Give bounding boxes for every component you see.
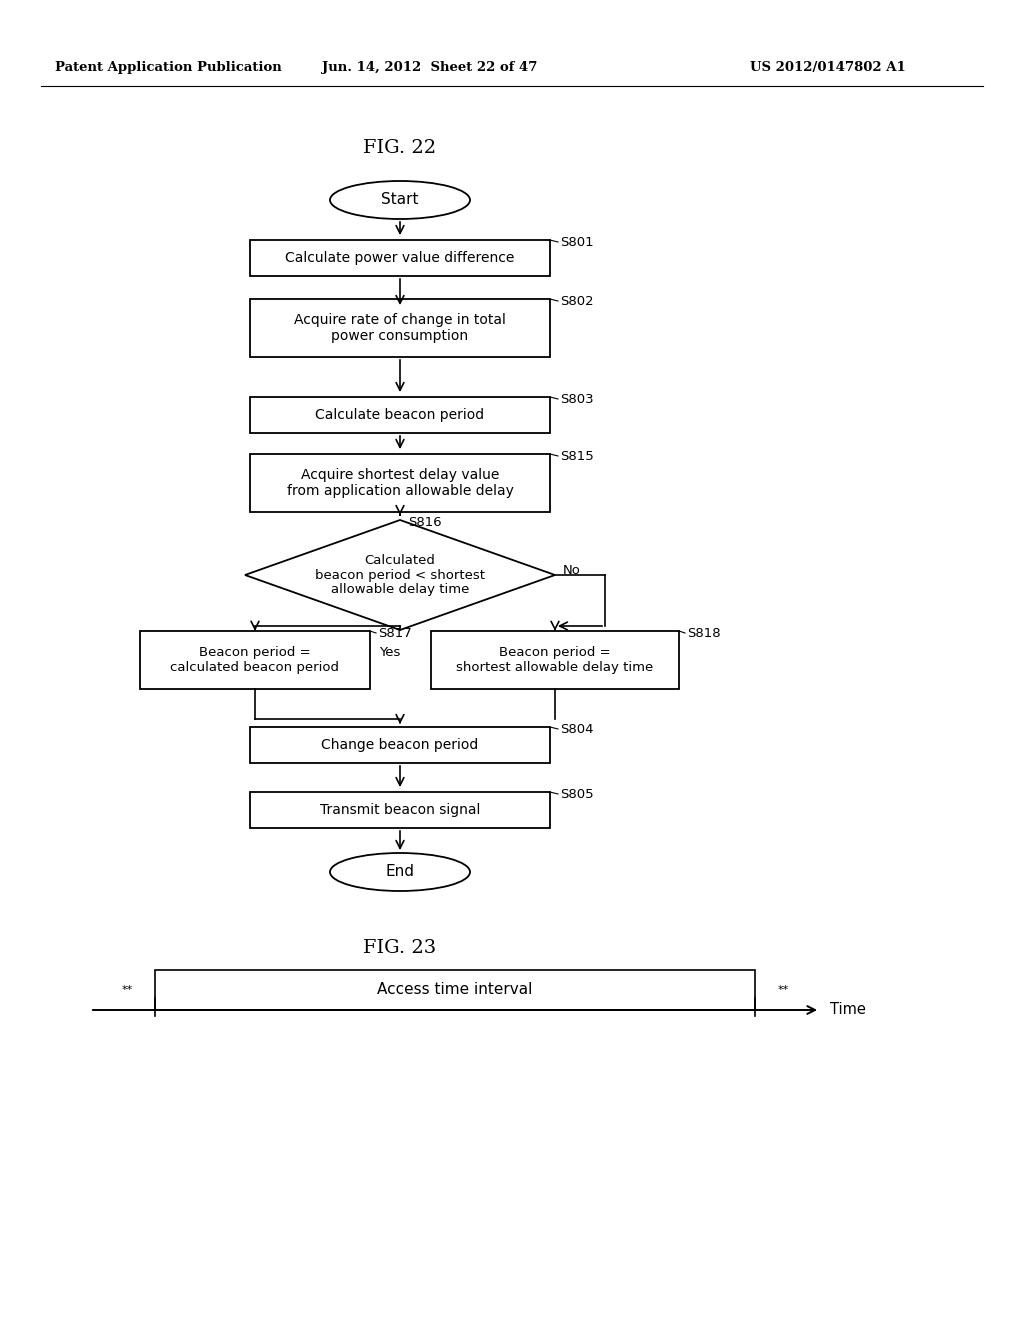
FancyBboxPatch shape — [250, 300, 550, 356]
FancyBboxPatch shape — [140, 631, 370, 689]
Text: Calculated
beacon period < shortest
allowable delay time: Calculated beacon period < shortest allo… — [315, 553, 485, 597]
Text: S817: S817 — [378, 627, 412, 640]
Text: Jun. 14, 2012  Sheet 22 of 47: Jun. 14, 2012 Sheet 22 of 47 — [323, 62, 538, 74]
Text: **: ** — [777, 985, 788, 995]
Text: No: No — [563, 565, 581, 578]
Text: End: End — [385, 865, 415, 879]
FancyBboxPatch shape — [250, 240, 550, 276]
FancyBboxPatch shape — [155, 970, 755, 1010]
Text: Time: Time — [830, 1002, 866, 1018]
FancyBboxPatch shape — [250, 727, 550, 763]
Text: Acquire rate of change in total
power consumption: Acquire rate of change in total power co… — [294, 313, 506, 343]
Text: S815: S815 — [560, 450, 594, 463]
Text: Start: Start — [381, 193, 419, 207]
Text: Patent Application Publication: Patent Application Publication — [55, 62, 282, 74]
Text: Change beacon period: Change beacon period — [322, 738, 478, 752]
Text: S804: S804 — [560, 723, 594, 737]
Text: S802: S802 — [560, 294, 594, 308]
Text: FIG. 22: FIG. 22 — [364, 139, 436, 157]
FancyBboxPatch shape — [250, 397, 550, 433]
Text: Calculate beacon period: Calculate beacon period — [315, 408, 484, 422]
Text: S805: S805 — [560, 788, 594, 801]
Text: Yes: Yes — [379, 645, 400, 659]
Text: Beacon period =
calculated beacon period: Beacon period = calculated beacon period — [171, 645, 340, 675]
Text: Transmit beacon signal: Transmit beacon signal — [319, 803, 480, 817]
Text: Acquire shortest delay value
from application allowable delay: Acquire shortest delay value from applic… — [287, 467, 513, 498]
Text: US 2012/0147802 A1: US 2012/0147802 A1 — [750, 62, 906, 74]
Text: **: ** — [122, 985, 133, 995]
Text: FIG. 23: FIG. 23 — [364, 939, 436, 957]
Text: S818: S818 — [687, 627, 721, 640]
Text: S801: S801 — [560, 236, 594, 249]
Text: Access time interval: Access time interval — [377, 982, 532, 998]
Text: Calculate power value difference: Calculate power value difference — [286, 251, 515, 265]
FancyBboxPatch shape — [250, 792, 550, 828]
Text: S803: S803 — [560, 393, 594, 407]
FancyBboxPatch shape — [250, 454, 550, 512]
Text: S816: S816 — [408, 516, 441, 529]
FancyBboxPatch shape — [431, 631, 679, 689]
Text: Beacon period =
shortest allowable delay time: Beacon period = shortest allowable delay… — [457, 645, 653, 675]
